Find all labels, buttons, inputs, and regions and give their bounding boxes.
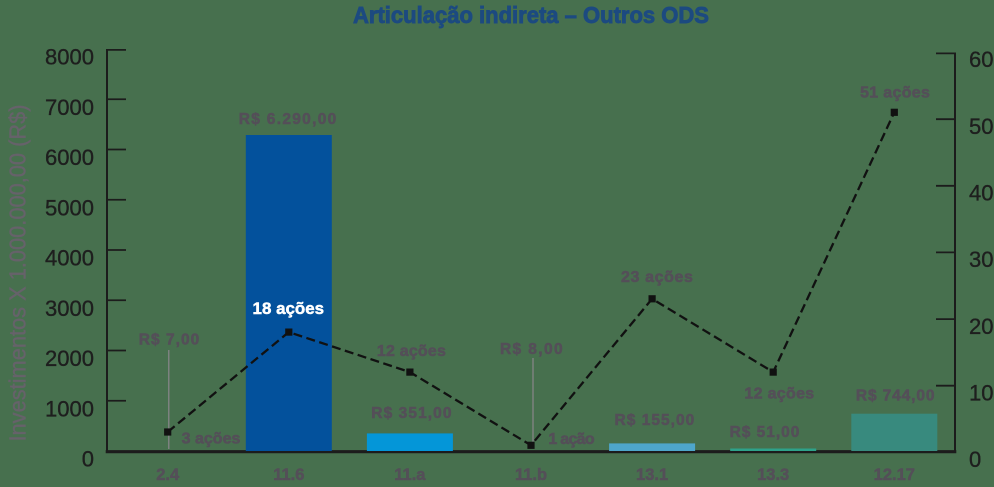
- svg-text:51 ações: 51 ações: [860, 84, 930, 101]
- svg-text:50: 50: [969, 114, 993, 139]
- svg-text:20: 20: [969, 314, 993, 339]
- svg-text:11.6: 11.6: [273, 466, 304, 484]
- svg-text:10: 10: [969, 380, 993, 405]
- svg-text:R$ 155,00: R$ 155,00: [615, 412, 695, 429]
- svg-text:R$ 7,00: R$ 7,00: [139, 331, 199, 348]
- svg-text:18 ações: 18 ações: [253, 299, 325, 318]
- svg-text:12 ações: 12 ações: [744, 386, 814, 403]
- svg-text:R$ 6.290,00: R$ 6.290,00: [239, 111, 337, 128]
- svg-text:0: 0: [969, 447, 981, 472]
- svg-text:7000: 7000: [45, 95, 94, 120]
- svg-text:23 ações: 23 ações: [621, 269, 693, 286]
- svg-text:1000: 1000: [45, 397, 94, 422]
- svg-text:13.1: 13.1: [636, 466, 668, 484]
- svg-text:R$ 8,00: R$ 8,00: [500, 341, 563, 358]
- svg-text:8000: 8000: [45, 45, 94, 70]
- svg-text:3 ações: 3 ações: [182, 430, 241, 447]
- svg-text:4000: 4000: [45, 246, 94, 271]
- svg-text:R$ 744,00: R$ 744,00: [856, 387, 935, 404]
- svg-text:5000: 5000: [45, 196, 94, 221]
- svg-text:3000: 3000: [45, 296, 94, 321]
- svg-text:0: 0: [82, 447, 94, 472]
- svg-text:2000: 2000: [45, 346, 94, 371]
- svg-text:13.3: 13.3: [757, 466, 789, 484]
- svg-text:Investimentos X 1.000.000,00 (: Investimentos X 1.000.000,00 (R$): [5, 105, 31, 442]
- svg-text:2.4: 2.4: [156, 466, 180, 484]
- svg-text:R$ 51,00: R$ 51,00: [730, 424, 800, 441]
- svg-text:Articulação indireta – Outros: Articulação indireta – Outros ODS: [353, 2, 709, 28]
- svg-text:60: 60: [969, 47, 993, 72]
- svg-text:12 ações: 12 ações: [377, 343, 446, 360]
- svg-text:1 ação: 1 ação: [548, 431, 594, 448]
- svg-text:6000: 6000: [45, 145, 94, 170]
- svg-text:30: 30: [969, 247, 993, 272]
- svg-text:R$ 351,00: R$ 351,00: [371, 405, 451, 422]
- svg-text:40: 40: [969, 181, 993, 206]
- svg-text:12.17: 12.17: [874, 466, 915, 484]
- svg-text:11.b: 11.b: [515, 466, 547, 484]
- svg-text:11.a: 11.a: [394, 466, 426, 484]
